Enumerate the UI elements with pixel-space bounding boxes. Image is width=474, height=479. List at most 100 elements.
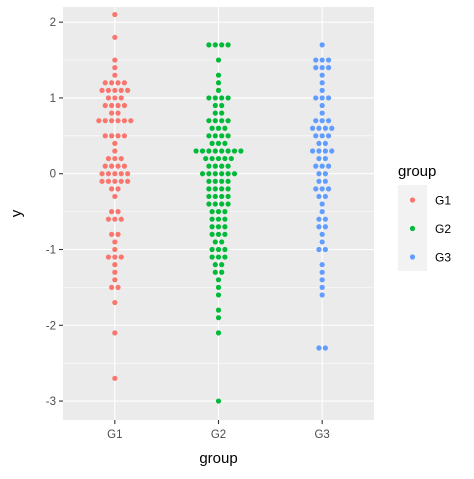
data-point-g1 — [99, 178, 105, 184]
legend-key-g1 — [409, 197, 416, 203]
data-point-g1 — [109, 133, 115, 139]
data-point-g3 — [319, 209, 325, 215]
data-point-g1 — [125, 87, 131, 93]
data-point-g3 — [316, 171, 322, 177]
data-point-g2 — [215, 284, 222, 290]
data-point-g2 — [225, 171, 231, 177]
data-point-g1 — [121, 118, 128, 124]
data-point-g2 — [206, 171, 212, 177]
data-point-g1 — [115, 110, 121, 116]
data-point-g1 — [118, 254, 124, 260]
data-point-g2 — [193, 148, 199, 154]
data-point-g3 — [319, 95, 325, 101]
data-point-g1 — [121, 102, 128, 109]
data-point-g3 — [319, 269, 325, 275]
legend-title: group — [398, 163, 436, 180]
data-point-g2 — [206, 163, 212, 169]
x-tick-label: G1 — [107, 429, 122, 441]
data-point-g1 — [125, 171, 131, 177]
data-point-g3 — [319, 239, 325, 245]
data-point-g2 — [219, 262, 225, 268]
data-point-g1 — [115, 284, 121, 290]
data-point-g2 — [231, 148, 238, 154]
data-point-g1 — [112, 375, 118, 381]
data-point-g2 — [209, 155, 215, 162]
data-point-g3 — [325, 133, 332, 139]
data-point-g3 — [325, 186, 332, 192]
data-point-g2 — [212, 186, 218, 192]
y-tick-label: -3 — [46, 396, 56, 408]
data-point-g2 — [222, 209, 228, 215]
data-point-g1 — [109, 284, 115, 290]
data-point-g1 — [109, 110, 115, 116]
data-point-g1 — [105, 178, 112, 184]
legend-label: G1 — [435, 194, 451, 208]
data-point-g2 — [212, 110, 218, 116]
data-point-g1 — [102, 133, 108, 139]
data-point-g1 — [118, 178, 124, 184]
data-point-g1 — [102, 80, 108, 86]
data-point-g1 — [112, 155, 118, 162]
data-point-g1 — [112, 299, 118, 306]
data-point-g2 — [215, 140, 222, 147]
data-point-g1 — [112, 254, 118, 260]
data-point-g1 — [99, 87, 105, 93]
data-point-g2 — [215, 80, 222, 86]
data-point-g2 — [212, 269, 218, 275]
data-point-g2 — [225, 95, 231, 101]
data-point-g2 — [215, 246, 222, 253]
y-axis: -3 -2 -1 0 1 2 — [46, 17, 63, 408]
data-point-g1 — [115, 102, 121, 109]
data-point-g2 — [212, 201, 218, 207]
data-point-g3 — [319, 110, 325, 116]
data-point-g2 — [225, 163, 231, 169]
data-point-g3 — [322, 246, 328, 253]
data-point-g3 — [316, 216, 322, 222]
data-point-g1 — [99, 171, 105, 177]
data-point-g3 — [319, 163, 325, 169]
y-tick-label: 1 — [50, 93, 56, 105]
data-point-g1 — [112, 87, 118, 93]
data-point-g3 — [329, 148, 335, 154]
data-point-g2 — [222, 216, 228, 222]
data-point-g2 — [215, 398, 222, 404]
data-point-g1 — [105, 254, 112, 260]
data-point-g1 — [112, 193, 118, 200]
data-point-g1 — [102, 102, 108, 109]
data-point-g2 — [215, 224, 222, 230]
data-point-g3 — [325, 95, 332, 101]
data-point-g2 — [206, 186, 212, 192]
data-point-g2 — [225, 118, 231, 124]
data-point-g2 — [212, 118, 218, 124]
data-point-g3 — [319, 65, 325, 71]
data-point-g3 — [316, 224, 322, 230]
data-point-g2 — [219, 269, 225, 275]
data-point-g2 — [212, 148, 218, 154]
data-point-g1 — [109, 102, 115, 109]
y-tick-label: 2 — [50, 17, 56, 29]
data-point-g1 — [118, 155, 124, 162]
data-point-g3 — [316, 246, 322, 253]
data-point-g1 — [112, 171, 118, 177]
data-point-g2 — [215, 231, 222, 237]
data-point-g2 — [209, 125, 215, 131]
data-point-g3 — [319, 201, 325, 207]
data-point-g2 — [219, 186, 225, 192]
data-point-g1 — [102, 163, 108, 169]
data-point-g1 — [109, 209, 115, 215]
y-tick-label: -1 — [46, 244, 56, 256]
legend: group G1 G2 G3 — [398, 163, 451, 271]
data-point-g1 — [118, 87, 124, 93]
data-point-g3 — [316, 140, 322, 147]
x-tick-label: G2 — [211, 429, 226, 441]
data-point-g3 — [319, 42, 325, 48]
data-point-g3 — [322, 178, 328, 184]
data-point-g1 — [112, 277, 118, 283]
data-point-g3 — [319, 284, 325, 290]
data-point-g2 — [206, 148, 212, 154]
y-tick-label: -2 — [46, 320, 56, 332]
data-point-g2 — [238, 148, 244, 154]
data-point-g2 — [206, 193, 212, 200]
data-point-g1 — [115, 209, 121, 215]
